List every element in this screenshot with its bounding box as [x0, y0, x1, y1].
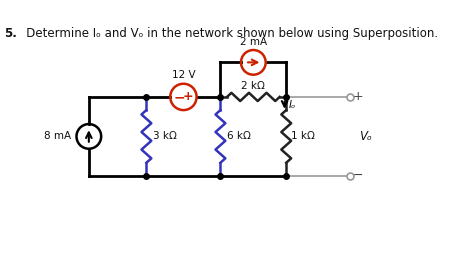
Text: 8 mA: 8 mA — [44, 131, 71, 141]
Text: −: − — [352, 170, 363, 182]
Text: 5.: 5. — [4, 27, 17, 40]
Text: 1 kΩ: 1 kΩ — [291, 131, 314, 141]
Text: +: + — [182, 90, 192, 103]
Text: Vₒ: Vₒ — [358, 130, 371, 143]
Text: Iₒ: Iₒ — [288, 100, 295, 110]
Text: Determine Iₒ and Vₒ in the network shown below using Superposition.: Determine Iₒ and Vₒ in the network shown… — [15, 27, 437, 40]
Text: 3 kΩ: 3 kΩ — [153, 131, 176, 141]
Text: 6 kΩ: 6 kΩ — [227, 131, 250, 141]
Text: 2 kΩ: 2 kΩ — [241, 81, 265, 91]
Text: 12 V: 12 V — [171, 70, 195, 80]
Text: +: + — [352, 90, 363, 103]
Text: −: − — [173, 90, 185, 104]
Text: 2 mA: 2 mA — [239, 37, 266, 47]
